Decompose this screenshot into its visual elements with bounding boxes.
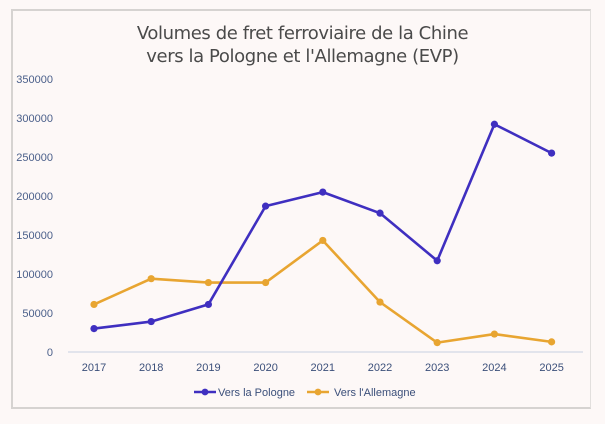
data-point-marker xyxy=(204,300,212,309)
x-tick-label: 2023 xyxy=(425,362,449,374)
data-point-marker xyxy=(262,202,270,210)
data-point-marker xyxy=(147,317,155,326)
data-point-marker xyxy=(433,339,441,347)
legend-label: Vers l'Allemagne xyxy=(334,387,416,399)
chart-title-line-1: Volumes de fret ferroviaire de la Chine xyxy=(136,23,469,44)
series-vers-l-allemagne xyxy=(90,236,556,347)
x-tick-label: 2017 xyxy=(82,362,106,374)
chart-title-line-2: vers la Pologne et l'Allemagne (EVP) xyxy=(146,46,459,67)
y-tick-label: 350000 xyxy=(16,74,53,86)
chart-title: Volumes de fret ferroviaire de la Chine … xyxy=(0,22,605,68)
y-tick-label: 250000 xyxy=(16,152,53,164)
y-tick-label: 150000 xyxy=(16,230,53,242)
x-axis: 2017 2018 2019 2020 2021 2022 2023 2024 2025 xyxy=(82,362,564,374)
legend: Vers la Pologne Vers l'Allemagne xyxy=(194,387,416,399)
x-tick-label: 2021 xyxy=(311,362,335,374)
data-point-marker xyxy=(90,325,98,333)
data-point-marker xyxy=(319,188,327,196)
legend-marker-icon xyxy=(314,388,322,396)
chart-frame xyxy=(11,9,591,409)
y-tick-label: 300000 xyxy=(16,113,53,125)
data-point-marker xyxy=(548,149,556,157)
series-line xyxy=(92,122,553,330)
y-axis: 0 50000 100000 150000 200000 250000 300000 3500… xyxy=(16,74,53,359)
series-line xyxy=(92,239,553,344)
data-point-marker xyxy=(376,298,384,306)
data-point-marker xyxy=(433,257,441,265)
x-tick-label: 2022 xyxy=(368,362,392,374)
x-tick-label: 2020 xyxy=(253,362,277,374)
x-tick-label: 2018 xyxy=(139,362,163,374)
y-tick-label: 200000 xyxy=(16,191,53,203)
x-tick-label: 2019 xyxy=(196,362,220,374)
legend-marker-icon xyxy=(201,388,209,396)
data-point-marker xyxy=(490,120,498,128)
series-vers-la-pologne xyxy=(90,120,556,333)
data-point-marker xyxy=(262,278,270,287)
legend-label: Vers la Pologne xyxy=(218,387,295,399)
data-point-marker xyxy=(548,338,556,346)
plot-area xyxy=(90,120,556,347)
data-point-marker xyxy=(319,236,327,245)
legend-item: Vers l'Allemagne xyxy=(307,387,416,399)
legend-item: Vers la Pologne xyxy=(194,387,295,399)
data-point-marker xyxy=(147,275,155,283)
y-tick-label: 100000 xyxy=(16,269,53,281)
data-point-marker xyxy=(204,278,212,287)
x-tick-label: 2024 xyxy=(482,362,506,374)
y-tick-label: 50000 xyxy=(22,308,53,320)
y-tick-label: 0 xyxy=(47,347,53,359)
x-tick-label: 2025 xyxy=(539,362,563,374)
data-point-marker xyxy=(90,300,98,309)
data-point-marker xyxy=(376,209,384,217)
data-point-marker xyxy=(490,330,498,338)
